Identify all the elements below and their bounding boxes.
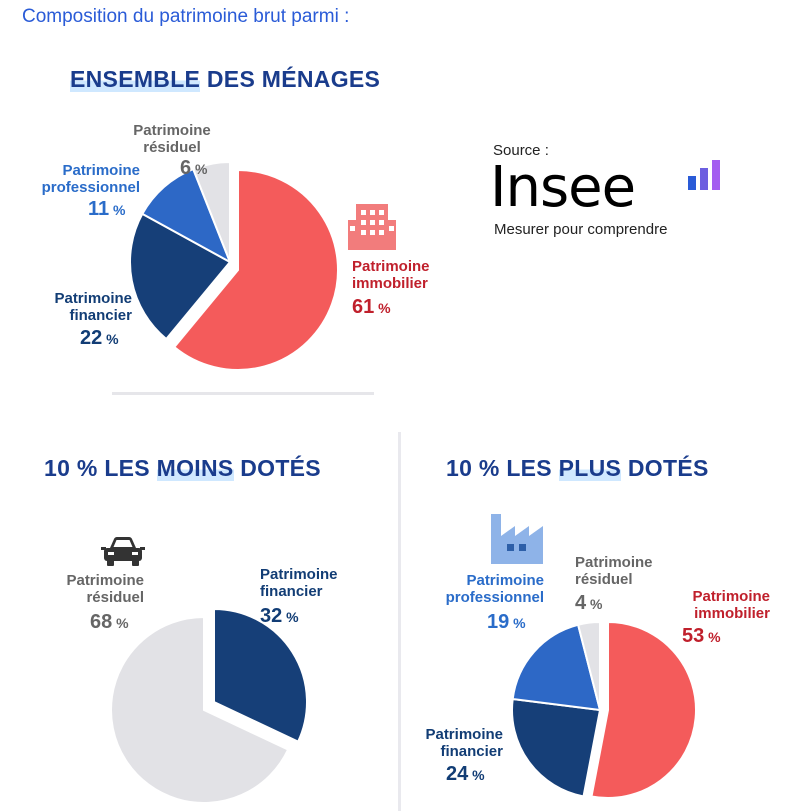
section-title-moins: 10 % LES MOINS DOTÉS bbox=[44, 455, 321, 482]
label-residuel-plus: Patrimoine résiduel bbox=[575, 554, 653, 588]
title-rest: DOTÉS bbox=[233, 455, 321, 481]
car-icon bbox=[101, 537, 145, 566]
building-icon bbox=[348, 204, 396, 250]
divider-vertical bbox=[398, 432, 401, 811]
divider-horizontal bbox=[112, 392, 374, 395]
label-financier-moins: Patrimoine financier bbox=[260, 566, 338, 600]
label-financier-ensemble: Patrimoine financier bbox=[54, 290, 132, 324]
label-financier-plus: Patrimoine financier bbox=[425, 726, 503, 760]
label-immobilier-plus: Patrimoine immobilier bbox=[692, 588, 770, 622]
title-rest: DOTÉS bbox=[621, 455, 709, 481]
title-start: 10 % LES bbox=[44, 455, 157, 481]
title-highlight: ENSEMBLE bbox=[70, 66, 201, 92]
value-residuel-ensemble: 6 % bbox=[180, 157, 208, 179]
value-residuel-plus: 4 % bbox=[575, 592, 603, 614]
insee-logo-bars-icon bbox=[688, 160, 720, 190]
pie-slice-residuel-plus bbox=[576, 620, 601, 711]
value-immobilier-ensemble: 61 % bbox=[352, 296, 391, 318]
pie-slice-residuel-ensemble bbox=[191, 160, 231, 263]
source-label: Source : bbox=[493, 142, 549, 159]
insee-tagline: Mesurer pour comprendre bbox=[494, 221, 668, 238]
value-professionnel-plus: 19 % bbox=[487, 611, 526, 633]
pie-slice-professionnel-plus bbox=[511, 623, 602, 712]
value-professionnel-ensemble: 11 % bbox=[88, 198, 126, 220]
factory-icon bbox=[491, 514, 543, 564]
pie-slice-immobilier-plus bbox=[590, 620, 697, 799]
label-professionnel-ensemble: Patrimoine professionnel bbox=[41, 162, 140, 196]
pie-slice-professionnel-ensemble bbox=[141, 167, 232, 265]
insee-logo-text: Insee bbox=[490, 155, 636, 220]
label-residuel-ensemble: Patrimoine résiduel bbox=[133, 122, 211, 156]
pie-slice-financier-moins bbox=[213, 607, 308, 743]
label-professionnel-plus: Patrimoine professionnel bbox=[445, 572, 544, 606]
page-heading: Composition du patrimoine brut parmi : bbox=[22, 6, 350, 27]
pie-slice-financier-ensemble bbox=[129, 212, 232, 341]
title-start: 10 % LES bbox=[446, 455, 559, 481]
value-immobilier-plus: 53 % bbox=[682, 625, 721, 647]
pie-slice-financier-plus bbox=[511, 697, 602, 798]
title-highlight: PLUS bbox=[558, 455, 622, 481]
section-title-plus: 10 % LES PLUS DOTÉS bbox=[446, 455, 709, 482]
label-immobilier-ensemble: Patrimoine immobilier bbox=[352, 258, 430, 292]
value-residuel-moins: 68 % bbox=[90, 611, 129, 633]
label-residuel-moins: Patrimoine résiduel bbox=[66, 572, 144, 606]
value-financier-moins: 32 % bbox=[260, 605, 299, 627]
pie-slice-residuel-moins bbox=[110, 615, 290, 804]
section-title-ensemble: ENSEMBLE DES MÉNAGES bbox=[70, 66, 380, 93]
value-financier-ensemble: 22 % bbox=[80, 327, 119, 349]
pie-slice-immobilier-ensemble bbox=[172, 168, 339, 371]
value-financier-plus: 24 % bbox=[446, 763, 485, 785]
title-rest: DES MÉNAGES bbox=[200, 66, 381, 92]
title-highlight: MOINS bbox=[156, 455, 234, 481]
